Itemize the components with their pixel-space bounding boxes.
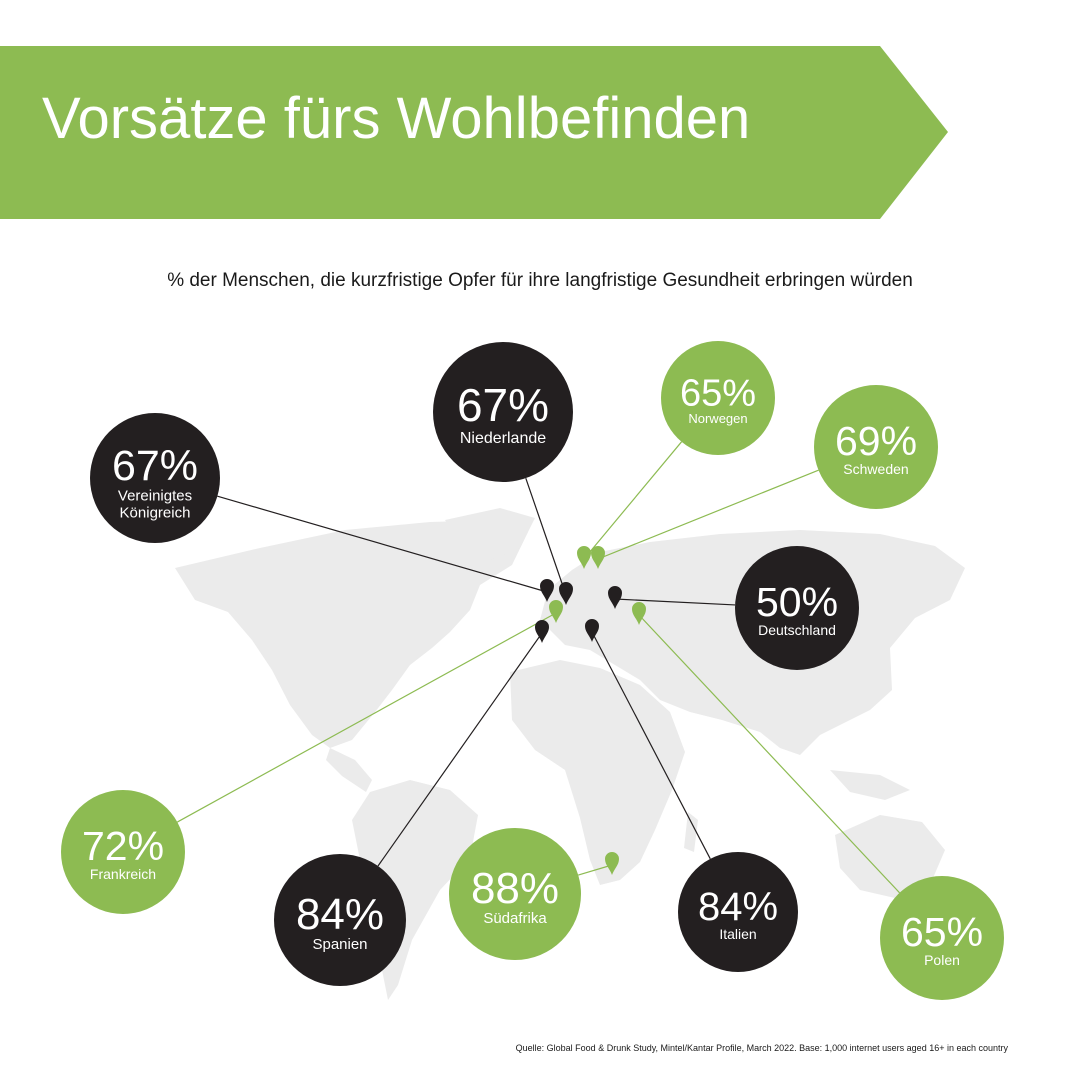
leader-line-vereinigtes-koenigreich bbox=[217, 495, 548, 593]
bubble-norwegen: 65%Norwegen bbox=[661, 341, 775, 455]
value-label-suedafrika: 88% bbox=[471, 864, 559, 913]
country-label-vereinigtes-koenigreich-1: Vereinigtes bbox=[118, 487, 192, 504]
country-label-vereinigtes-koenigreich-2: Königreich bbox=[120, 505, 191, 522]
leader-line-schweden bbox=[597, 469, 819, 560]
country-label-schweden: Schweden bbox=[843, 461, 908, 477]
bubble-suedafrika: 88%Südafrika bbox=[449, 828, 581, 960]
chart-subtitle: % der Menschen, die kurzfristige Opfer f… bbox=[167, 270, 913, 291]
value-label-spanien: 84% bbox=[296, 890, 384, 939]
map-central-america bbox=[326, 748, 372, 792]
bubble-circle-spanien bbox=[274, 854, 406, 986]
map-africa bbox=[510, 660, 685, 885]
pin-icon-vereinigtes-koenigreich bbox=[540, 579, 554, 602]
value-label-niederlande: 67% bbox=[457, 379, 549, 431]
leader-lines bbox=[176, 441, 901, 894]
bubble-schweden: 69%Schweden bbox=[814, 385, 938, 509]
map-greenland bbox=[445, 508, 535, 560]
pin-icon-suedafrika bbox=[605, 852, 619, 875]
pin-icon-spanien bbox=[535, 620, 549, 643]
value-label-norwegen: 65% bbox=[680, 373, 756, 415]
bubble-spanien: 84%Spanien bbox=[274, 854, 406, 986]
bubble-circle-polen bbox=[880, 876, 1004, 1000]
map-southeast-asia bbox=[830, 770, 910, 800]
pin-icon-schweden bbox=[591, 546, 605, 569]
bubble-circle-italien bbox=[678, 852, 798, 972]
leader-line-frankreich bbox=[176, 612, 557, 823]
country-label-spanien: Spanien bbox=[312, 936, 367, 953]
map-pins bbox=[535, 546, 646, 875]
bubble-circle-norwegen bbox=[661, 341, 775, 455]
country-label-norwegen: Norwegen bbox=[688, 411, 747, 426]
bubble-circle-suedafrika bbox=[449, 828, 581, 960]
bubble-deutschland: 50%Deutschland bbox=[735, 546, 859, 670]
value-label-vereinigtes-koenigreich: 67% bbox=[112, 442, 198, 490]
value-label-frankreich: 72% bbox=[82, 823, 164, 869]
country-label-niederlande: Niederlande bbox=[460, 430, 546, 447]
country-label-deutschland: Deutschland bbox=[758, 622, 836, 638]
leader-line-polen bbox=[638, 614, 901, 894]
country-label-polen: Polen bbox=[924, 952, 960, 968]
pin-icon-niederlande bbox=[559, 582, 573, 605]
value-label-polen: 65% bbox=[901, 909, 983, 955]
bubble-circle-frankreich bbox=[61, 790, 185, 914]
value-label-schweden: 69% bbox=[835, 418, 917, 464]
leader-line-spanien bbox=[377, 632, 543, 867]
leader-line-suedafrika bbox=[578, 864, 613, 876]
pin-icon-polen bbox=[632, 602, 646, 625]
bubble-circle-schweden bbox=[814, 385, 938, 509]
map-north-america bbox=[175, 520, 528, 748]
bubble-italien: 84%Italien bbox=[678, 852, 798, 972]
leader-line-italien bbox=[591, 631, 711, 860]
bubble-circle-niederlande bbox=[433, 342, 573, 482]
bubble-polen: 65%Polen bbox=[880, 876, 1004, 1000]
page-title: Vorsätze fürs Wohlbefinden bbox=[42, 86, 751, 151]
country-label-frankreich: Frankreich bbox=[90, 866, 156, 882]
map-madagascar bbox=[684, 812, 698, 852]
value-label-italien: 84% bbox=[698, 885, 778, 929]
pin-icon-deutschland bbox=[608, 586, 622, 609]
pin-icon-frankreich bbox=[549, 600, 563, 623]
bubble-circle-vereinigtes-koenigreich bbox=[90, 413, 220, 543]
bubble-niederlande: 67%Niederlande bbox=[433, 342, 573, 482]
leader-line-deutschland bbox=[614, 598, 736, 606]
pin-icon-norwegen bbox=[577, 546, 591, 569]
country-label-suedafrika: Südafrika bbox=[483, 910, 547, 927]
pin-icon-italien bbox=[585, 619, 599, 642]
source-note: Quelle: Global Food & Drunk Study, Minte… bbox=[515, 1043, 1008, 1053]
country-label-italien: Italien bbox=[719, 926, 756, 942]
title-banner bbox=[0, 46, 948, 219]
bubble-circle-deutschland bbox=[735, 546, 859, 670]
value-label-deutschland: 50% bbox=[756, 579, 838, 625]
leader-line-niederlande bbox=[525, 477, 567, 596]
leader-line-norwegen bbox=[583, 441, 682, 560]
map-australia bbox=[835, 815, 945, 898]
bubble-frankreich: 72%Frankreich bbox=[61, 790, 185, 914]
